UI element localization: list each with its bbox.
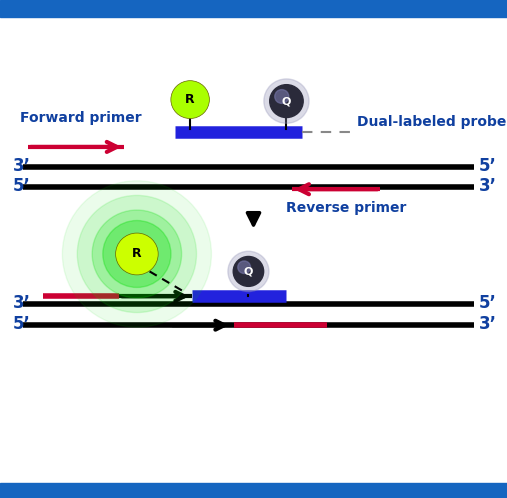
Circle shape bbox=[92, 210, 182, 298]
Text: 3’: 3’ bbox=[13, 294, 31, 312]
Circle shape bbox=[103, 221, 171, 287]
Bar bbox=[0, 0, 507, 17]
Circle shape bbox=[264, 79, 309, 124]
Circle shape bbox=[77, 195, 197, 313]
Circle shape bbox=[233, 256, 264, 286]
Text: 5’: 5’ bbox=[13, 315, 30, 333]
Circle shape bbox=[116, 233, 158, 275]
Bar bbox=[0, 483, 507, 498]
Text: Forward primer: Forward primer bbox=[20, 111, 142, 125]
Circle shape bbox=[171, 81, 209, 119]
Text: 5’: 5’ bbox=[479, 157, 497, 175]
Text: R: R bbox=[186, 93, 195, 106]
Circle shape bbox=[238, 261, 250, 273]
Text: 5’: 5’ bbox=[479, 294, 497, 312]
Text: 5’: 5’ bbox=[13, 177, 30, 195]
Text: Q: Q bbox=[244, 266, 253, 276]
Circle shape bbox=[270, 85, 303, 118]
Text: 3’: 3’ bbox=[479, 177, 497, 195]
Text: 3’: 3’ bbox=[13, 157, 31, 175]
Text: Dual-labeled probe: Dual-labeled probe bbox=[357, 115, 507, 129]
Text: Q: Q bbox=[282, 96, 291, 106]
Text: R: R bbox=[132, 248, 141, 260]
Circle shape bbox=[228, 251, 269, 292]
Text: 3’: 3’ bbox=[479, 315, 497, 333]
Text: Reverse primer: Reverse primer bbox=[286, 201, 407, 215]
Circle shape bbox=[275, 90, 289, 104]
Circle shape bbox=[62, 181, 211, 327]
